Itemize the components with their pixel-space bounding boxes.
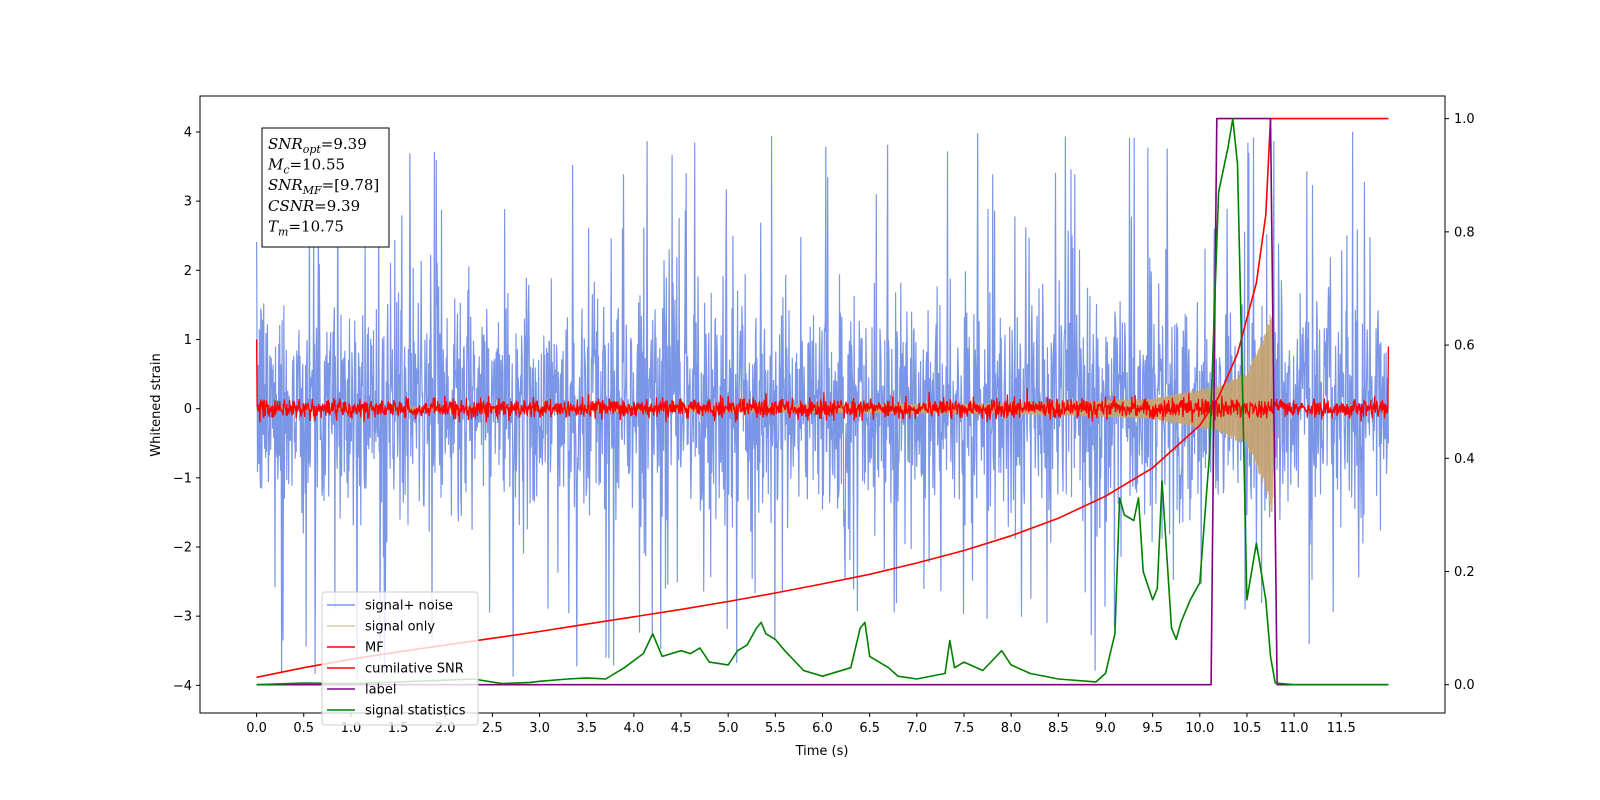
- y-left-tick-label: 2: [184, 264, 192, 279]
- y-right-tick-label: 0.2: [1454, 565, 1475, 580]
- x-tick-label: 7.0: [906, 721, 927, 736]
- x-tick-label: 8.5: [1048, 721, 1069, 736]
- x-tick-label: 5.5: [765, 721, 786, 736]
- y-left-tick-label: 0: [184, 402, 192, 417]
- legend-label: MF: [365, 641, 384, 656]
- x-tick-label: 9.0: [1095, 721, 1116, 736]
- y-left-tick-label: −4: [173, 679, 192, 694]
- y-left-tick-label: −3: [173, 610, 192, 625]
- legend-item: cumilative SNR: [327, 662, 464, 677]
- annotation-line: SNRopt=9.39: [268, 135, 367, 156]
- annotation-line: CSNR=9.39: [268, 197, 360, 215]
- legend-label: cumilative SNR: [365, 662, 464, 677]
- y-right-tick-label: 1.0: [1454, 112, 1475, 127]
- x-tick-label: 7.5: [954, 721, 975, 736]
- legend: signal+ noise signal only MF cumilative SNR…: [321, 591, 479, 726]
- legend-item: signal only: [327, 620, 435, 635]
- y-axis-label: Whitened strain: [149, 353, 164, 456]
- y-left-tick-label: −2: [173, 540, 192, 555]
- legend-frame: [321, 591, 479, 726]
- x-tick-label: 11.0: [1280, 721, 1309, 736]
- x-tick-label: 4.0: [624, 721, 645, 736]
- y-right-tick-label: 0.0: [1454, 678, 1475, 693]
- y-right-tick-label: 0.8: [1454, 225, 1475, 240]
- x-tick-label: 11.5: [1327, 721, 1356, 736]
- series-line-signal-noise: [256, 131, 1389, 679]
- legend-item: signal statistics: [327, 704, 466, 719]
- series-line-signal-statistics: [256, 117, 1389, 686]
- y-left-tick-label: 1: [184, 333, 192, 348]
- legend-item: signal+ noise: [327, 599, 453, 614]
- y-right-tick-label: 0.4: [1454, 452, 1475, 467]
- annotation-box-frame: [261, 127, 390, 248]
- legend-label: label: [365, 683, 396, 698]
- annotation-line: SNRMF=[9.78]: [268, 176, 379, 197]
- x-tick-label: 0.5: [293, 721, 314, 736]
- legend-label: signal statistics: [365, 704, 466, 719]
- y-right-tick-label: 0.6: [1454, 339, 1475, 354]
- x-tick-label: 5.0: [718, 721, 739, 736]
- x-tick-label: 2.5: [482, 721, 503, 736]
- x-tick-label: 0.0: [246, 721, 267, 736]
- series-line-mf: [255, 339, 1390, 423]
- annotation-line: Mc=10.55: [267, 156, 345, 177]
- legend-label: signal+ noise: [365, 599, 453, 614]
- x-tick-label: 6.5: [859, 721, 880, 736]
- x-tick-label: 6.0: [812, 721, 833, 736]
- y-left-tick-label: 3: [184, 195, 192, 210]
- stats-annotation-box: SNRopt=9.39Mc=10.55SNRMF=[9.78]CSNR=9.39…: [261, 127, 390, 248]
- x-tick-label: 3.0: [529, 721, 550, 736]
- x-tick-label: 10.5: [1232, 721, 1261, 736]
- x-tick-label: 10.0: [1185, 721, 1214, 736]
- x-tick-label: 8.0: [1001, 721, 1022, 736]
- x-tick-label: 9.5: [1142, 721, 1163, 736]
- annotation-line: Tm=10.75: [268, 217, 344, 238]
- x-tick-label: 4.5: [671, 721, 692, 736]
- x-axis-label: Time (s): [795, 744, 849, 759]
- y-left-tick-label: 4: [184, 125, 192, 140]
- x-tick-label: 3.5: [576, 721, 597, 736]
- legend-label: signal only: [365, 620, 435, 635]
- legend-item: label: [327, 683, 396, 698]
- y-left-tick-label: −1: [173, 471, 192, 486]
- legend-item: MF: [327, 641, 384, 656]
